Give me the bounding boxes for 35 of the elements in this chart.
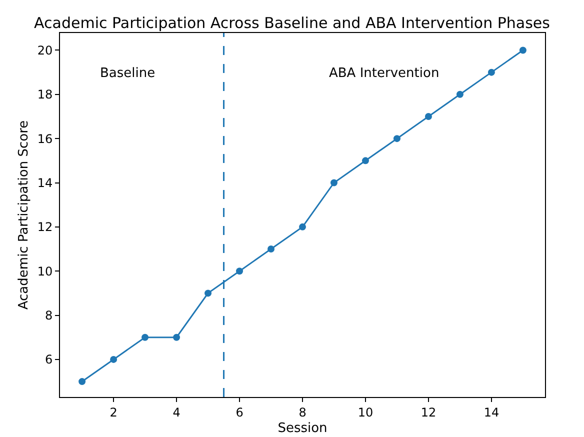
y-tick-label: 8	[44, 308, 53, 322]
x-tick-label: 10	[358, 405, 374, 420]
y-tick-label: 6	[44, 352, 53, 367]
point	[330, 179, 338, 186]
x-tick-label: 4	[172, 405, 180, 420]
annotation: Baseline	[100, 66, 156, 81]
x-tick-label: 2	[110, 405, 118, 420]
point	[456, 90, 464, 98]
y-tick-label: 20	[37, 43, 53, 58]
x-tick-label: 8	[298, 405, 306, 420]
point	[393, 135, 400, 142]
x-axis-title: Session	[278, 421, 328, 436]
x-tick-label: 14	[484, 405, 500, 420]
point	[110, 356, 118, 363]
point	[204, 290, 212, 297]
y-tick-label: 16	[37, 132, 53, 146]
y-axis-title: Academic Participation Score	[16, 120, 32, 310]
point	[519, 46, 526, 54]
point	[142, 334, 149, 341]
chart-title: Academic Participation Across Baseline and ABA Intervention Phases	[34, 14, 550, 32]
y-tick-label: 10	[37, 264, 53, 278]
point	[78, 378, 86, 386]
x-tick-label: 12	[420, 405, 436, 420]
point	[236, 268, 244, 275]
y-tick-label: 18	[37, 88, 53, 102]
annotation: ABA Intervention	[329, 66, 440, 81]
y-tick-label: 12	[37, 220, 53, 234]
x-tick-label: 6	[236, 405, 244, 420]
y-tick-label: 14	[37, 176, 53, 190]
point	[299, 223, 306, 230]
point	[173, 334, 180, 341]
point	[362, 157, 369, 164]
point	[424, 112, 432, 120]
point	[268, 246, 275, 253]
point	[488, 68, 495, 76]
